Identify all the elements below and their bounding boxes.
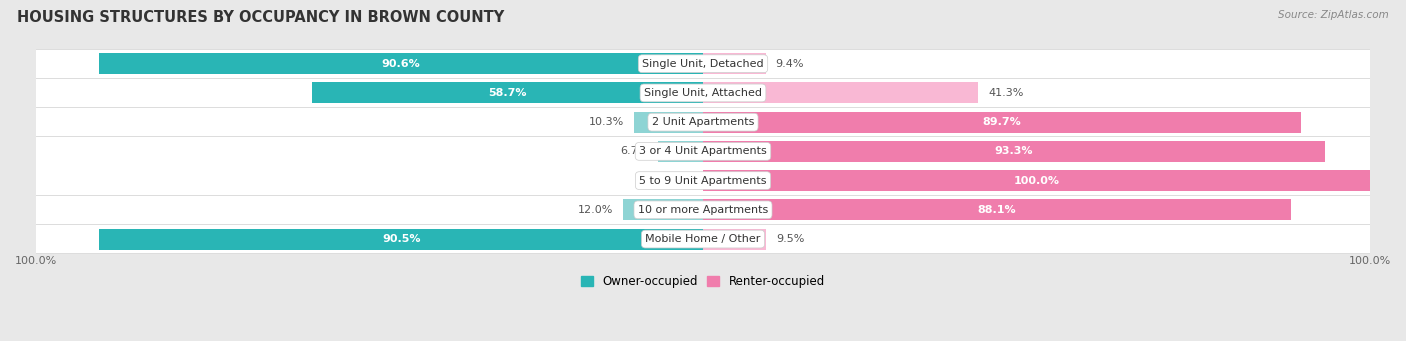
Text: 90.6%: 90.6%	[381, 59, 420, 69]
Bar	[37, 79, 1369, 107]
Text: 41.3%: 41.3%	[988, 88, 1024, 98]
Bar	[37, 137, 1369, 166]
Text: 2 Unit Apartments: 2 Unit Apartments	[652, 117, 754, 127]
Bar	[623, 199, 703, 220]
Text: 90.5%: 90.5%	[382, 234, 420, 244]
Bar	[100, 228, 703, 250]
Bar	[703, 83, 979, 103]
Bar	[37, 195, 1369, 225]
Text: 88.1%: 88.1%	[977, 205, 1017, 215]
Text: 10.3%: 10.3%	[589, 117, 624, 127]
Text: 12.0%: 12.0%	[578, 205, 613, 215]
Bar	[37, 165, 1369, 196]
Text: 89.7%: 89.7%	[983, 117, 1022, 127]
Bar	[703, 53, 766, 74]
Text: 5 to 9 Unit Apartments: 5 to 9 Unit Apartments	[640, 176, 766, 186]
Text: Mobile Home / Other: Mobile Home / Other	[645, 234, 761, 244]
Bar	[634, 112, 703, 133]
Text: Source: ZipAtlas.com: Source: ZipAtlas.com	[1278, 10, 1389, 20]
Text: HOUSING STRUCTURES BY OCCUPANCY IN BROWN COUNTY: HOUSING STRUCTURES BY OCCUPANCY IN BROWN…	[17, 10, 505, 25]
Text: 9.5%: 9.5%	[776, 234, 804, 244]
Bar	[37, 108, 1369, 136]
Bar	[37, 48, 1369, 79]
Text: 10 or more Apartments: 10 or more Apartments	[638, 205, 768, 215]
Text: Single Unit, Attached: Single Unit, Attached	[644, 88, 762, 98]
Bar	[37, 49, 1369, 78]
Text: Single Unit, Detached: Single Unit, Detached	[643, 59, 763, 69]
Text: 9.4%: 9.4%	[776, 59, 804, 69]
Text: 58.7%: 58.7%	[488, 88, 526, 98]
Bar	[703, 199, 1291, 220]
Bar	[703, 228, 766, 250]
Bar	[658, 141, 703, 162]
Bar	[37, 78, 1369, 108]
Bar	[37, 224, 1369, 254]
Text: 100.0%: 100.0%	[1014, 176, 1060, 186]
Bar	[312, 83, 703, 103]
Text: 6.7%: 6.7%	[620, 146, 648, 157]
Bar	[37, 225, 1369, 253]
Text: 93.3%: 93.3%	[995, 146, 1033, 157]
Bar	[703, 112, 1301, 133]
Bar	[37, 196, 1369, 224]
Bar	[37, 136, 1369, 167]
Bar	[703, 141, 1326, 162]
Bar	[37, 166, 1369, 195]
Legend: Owner-occupied, Renter-occupied: Owner-occupied, Renter-occupied	[576, 270, 830, 293]
Bar	[37, 107, 1369, 137]
Bar	[703, 170, 1369, 191]
Text: 3 or 4 Unit Apartments: 3 or 4 Unit Apartments	[640, 146, 766, 157]
Bar	[98, 53, 703, 74]
